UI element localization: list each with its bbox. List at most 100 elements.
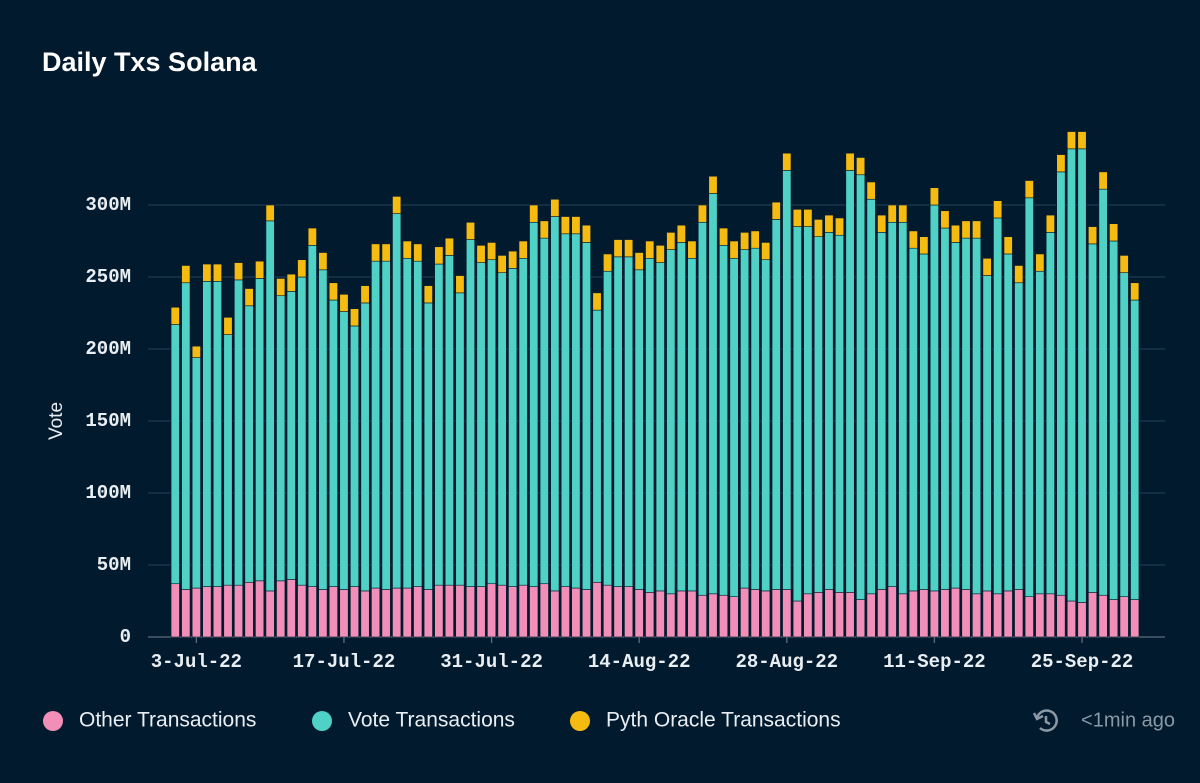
bar-segment <box>940 589 950 638</box>
bar-segment <box>834 234 845 593</box>
legend-label: Vote Transactions <box>348 709 515 732</box>
bar-segment <box>950 224 961 243</box>
bar-segment <box>402 257 412 589</box>
bar-segment <box>339 589 349 638</box>
bar-segment <box>581 224 591 243</box>
bar-segment <box>1003 253 1013 592</box>
bar-segment <box>1045 214 1055 233</box>
bar-segment <box>655 245 665 263</box>
bar-segment <box>202 586 212 638</box>
bar-segment <box>518 257 528 586</box>
bar-segment <box>961 237 971 590</box>
bar-segment <box>497 584 507 638</box>
bar-segment <box>234 584 244 638</box>
bar-segment <box>181 589 191 638</box>
bar-segment <box>634 589 644 638</box>
bar-segment <box>803 209 813 227</box>
bar-segment <box>181 265 191 284</box>
bar-segment <box>465 239 476 587</box>
bar-segment <box>234 279 244 586</box>
bar-segment <box>423 285 433 304</box>
bar-segment <box>887 221 897 587</box>
bar-segment <box>877 589 887 638</box>
bar-segment <box>487 242 497 261</box>
bar-segment <box>444 255 454 586</box>
bar-segment <box>1088 243 1098 593</box>
bar-segment <box>508 586 518 638</box>
bar-segment <box>592 581 602 638</box>
bar-segment <box>571 587 581 638</box>
bar-segment <box>349 325 360 587</box>
bar-segment <box>898 204 908 223</box>
bar-segment <box>508 250 518 269</box>
bar-segment <box>824 214 834 233</box>
bar-segment <box>750 247 760 590</box>
bar-segment <box>413 260 423 587</box>
bar-segment <box>444 584 454 638</box>
y-tick-label: 300M <box>85 194 131 216</box>
bar-segment <box>1014 265 1024 284</box>
bar-segment <box>318 252 328 271</box>
bar-segment <box>824 589 834 638</box>
bar-segment <box>328 586 338 638</box>
bar-segment <box>919 589 929 638</box>
bar-segment <box>465 221 476 240</box>
bar-segment <box>624 586 634 638</box>
bar-segment <box>360 302 370 592</box>
bar-segment <box>771 219 781 590</box>
bar-segment <box>1088 592 1098 638</box>
bar-segment <box>402 587 412 638</box>
bar-segment <box>613 239 623 258</box>
bar-segment <box>244 305 254 583</box>
bar-segment <box>592 292 602 311</box>
bar-segment <box>1109 223 1119 242</box>
bar-segment <box>792 600 802 638</box>
bar-segment <box>508 268 518 587</box>
bar-segment <box>202 263 212 282</box>
bar-segment <box>666 593 676 638</box>
bar-segment <box>845 170 855 593</box>
bar-segment <box>634 269 644 590</box>
bar-segment <box>170 324 180 585</box>
bar-segment <box>908 590 918 638</box>
y-tick-label: 0 <box>120 626 131 648</box>
bar-segment <box>539 583 549 638</box>
bar-segment <box>265 590 275 638</box>
bar-segment <box>434 246 444 265</box>
bar-segment <box>877 214 887 233</box>
bar-segment <box>887 586 897 638</box>
bar-segment <box>1024 596 1034 638</box>
bar-segment <box>392 196 402 214</box>
bar-segment <box>782 589 792 638</box>
bar-segment <box>581 589 591 638</box>
bar-segment <box>845 592 855 638</box>
bar-segment <box>371 587 381 638</box>
bar-segment <box>1003 590 1013 638</box>
bar-segment <box>487 583 497 638</box>
bar-segment <box>476 262 486 587</box>
bar-segment <box>697 221 707 596</box>
bar-segment <box>318 269 328 590</box>
bar-segment <box>824 232 834 590</box>
bar-segment <box>740 587 750 638</box>
bar-segment <box>1088 226 1098 245</box>
bar-segment <box>297 584 307 638</box>
bar-segment <box>349 308 360 327</box>
bar-segment <box>603 270 613 586</box>
bar-segment <box>729 257 739 597</box>
bar-segment <box>307 586 317 638</box>
bar-segment <box>613 586 623 638</box>
bar-segment <box>539 220 549 239</box>
bar-segment <box>286 579 296 638</box>
bar-segment <box>339 311 349 590</box>
bar-segment <box>1024 180 1034 199</box>
bar-segment <box>581 242 591 590</box>
bar-segment <box>223 584 233 638</box>
bar-segment <box>1035 593 1045 638</box>
bar-segment <box>740 232 750 250</box>
y-tick-label: 50M <box>97 554 131 576</box>
bar-segment <box>792 209 802 227</box>
bar-segment <box>972 237 982 595</box>
bar-segment <box>212 586 222 638</box>
